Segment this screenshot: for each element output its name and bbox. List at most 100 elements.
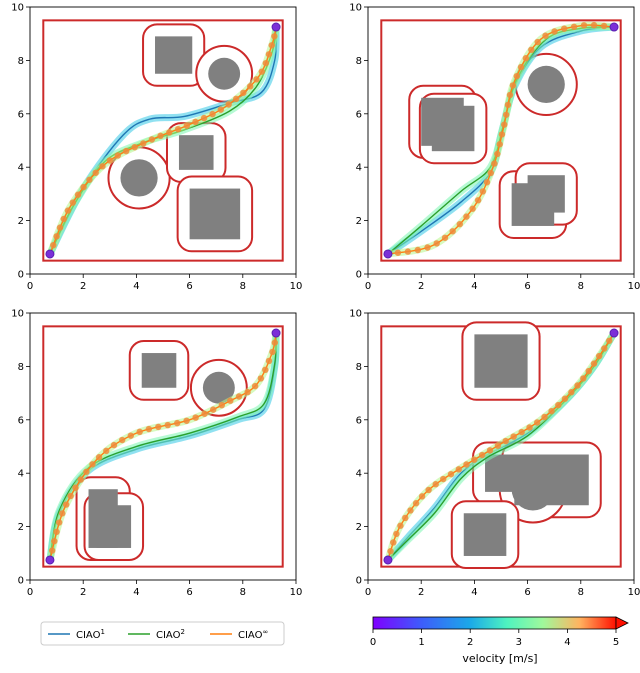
sample-point [509,82,517,89]
x-tick-label: 0 [27,587,33,598]
x-tick-label: 2 [80,281,86,292]
start-marker [383,555,393,565]
obstacle [208,57,241,90]
sample-point [265,357,273,365]
sample-point [494,150,501,158]
x-tick-label: 2 [80,587,86,598]
sample-point [463,213,470,220]
x-tick-label: 6 [186,587,192,598]
y-tick-label: 8 [18,362,24,373]
sample-point [64,207,72,214]
colorbar-extend-arrow [615,616,629,630]
sample-point [496,141,503,148]
sample-point [522,55,530,62]
sample-point [606,337,613,344]
sample-point [432,481,439,488]
sample-point [501,121,508,128]
x-tick-label: 6 [524,587,530,598]
panel-2: 0 2 4 6 8 10 0 2 4 6 8 10 [349,3,640,293]
workspace-boundary [380,19,622,262]
sample-point [262,59,270,67]
y-tick-label: 6 [18,109,24,120]
sample-point [262,366,269,374]
y-tick-label: 2 [356,522,362,533]
sample-point [50,241,57,249]
colorbar-label: velocity [m/s] [462,652,537,665]
sample-point [504,101,512,109]
sample-point [155,423,162,431]
x-tick-label: 0 [365,587,371,598]
sample-point [561,25,568,32]
x-tick-label: 10 [628,281,640,292]
plot-area [42,325,284,568]
x-tick-label: 4 [133,587,139,598]
sample-point [217,106,225,113]
y-tick-label: 0 [18,270,24,281]
colorbar-tick-label: 1 [418,637,424,648]
sample-point [424,244,431,251]
sample-point [200,114,208,122]
sample-point [548,407,555,415]
y-tick-label: 6 [356,109,362,120]
series-line [49,332,277,561]
sample-point [506,91,514,99]
y-tick-label: 4 [356,469,362,480]
y-tick-label: 0 [18,576,24,587]
sample-point [585,367,592,375]
y-tick-label: 8 [356,362,362,373]
sample-point [561,395,569,402]
sample-point [534,38,541,46]
x-tick-label: 8 [240,281,246,292]
sample-point [471,456,478,463]
sample-point [69,199,77,206]
sample-point [455,466,462,473]
sample-point [53,528,60,536]
sample-point [271,339,279,346]
sample-point [174,125,182,133]
y-tick-label: 6 [356,415,362,426]
colorbar-gradient [372,616,617,630]
sample-point [433,240,440,247]
sample-point [394,249,402,256]
sample-point [478,451,486,459]
obstacle [527,65,565,104]
sample-point [244,388,251,396]
sample-point [580,375,587,382]
sample-point [456,220,463,228]
sample-point [518,428,525,436]
sample-point [251,382,259,390]
axes-frame [29,6,297,275]
sample-point [479,188,487,195]
sample-point [127,432,135,439]
sample-point [62,501,70,508]
x-tick-label: 8 [578,281,584,292]
start-marker [383,249,393,259]
sample-point [414,246,422,254]
y-tick-label: 4 [356,163,362,174]
panel-3: 0 2 4 6 8 10 0 2 4 6 8 10 [11,309,302,599]
obstacle [96,505,132,548]
sample-point [92,169,99,176]
legend-label: CIAO∞ [238,628,268,641]
sample-point [483,179,491,186]
sample-point [110,441,118,449]
sample-point [469,205,476,212]
sample-point [131,143,138,151]
start-marker [45,249,55,259]
sample-point [240,89,247,96]
x-tick-label: 4 [471,587,477,598]
sample-point [232,95,240,103]
sample-point [574,382,581,389]
obstacle [120,159,158,197]
sample-point [183,417,190,424]
colorbar-tick-label: 0 [370,637,376,648]
obstacle [141,353,177,388]
sample-point [474,197,482,204]
sample-point [440,475,447,483]
x-tick-label: 8 [240,587,246,598]
sample-point [83,468,90,475]
panel-1: 0 2 4 6 8 10 0 2 4 6 8 10 [11,3,302,293]
sample-point [227,397,234,404]
x-tick-label: 0 [365,281,371,292]
